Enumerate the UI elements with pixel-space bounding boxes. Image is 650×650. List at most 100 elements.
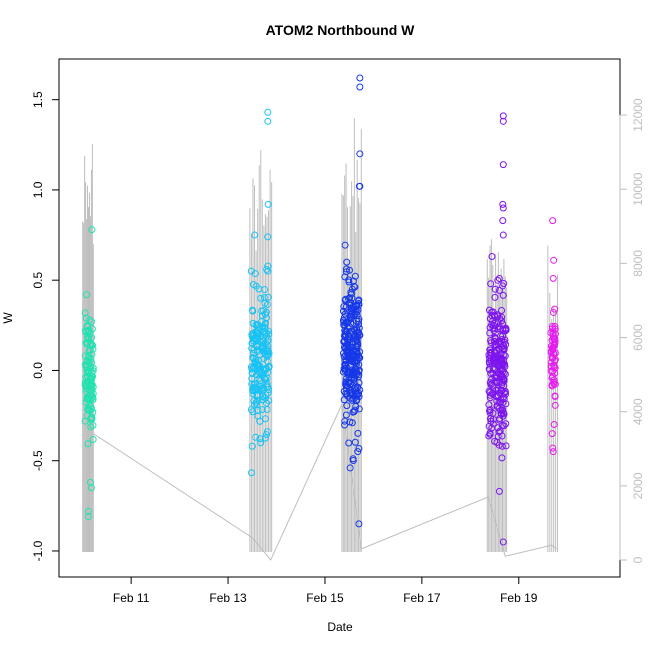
data-point <box>82 373 90 381</box>
x-tick-label: Feb 15 <box>306 591 344 605</box>
data-point <box>258 312 266 320</box>
data-point <box>81 352 89 360</box>
data-point <box>88 226 96 234</box>
data-point <box>494 276 502 284</box>
data-point <box>351 283 359 291</box>
data-point <box>84 335 92 343</box>
data-point <box>89 345 97 353</box>
data-point <box>261 299 269 307</box>
data-point <box>249 335 257 343</box>
data-point <box>354 306 362 314</box>
data-point <box>499 291 507 299</box>
data-point <box>348 290 356 298</box>
data-point <box>248 374 256 382</box>
data-point <box>499 112 507 120</box>
data-point <box>485 306 493 314</box>
data-point <box>549 444 557 452</box>
data-point <box>492 371 500 379</box>
data-point <box>346 301 354 309</box>
right-tick-label: 6000 <box>631 324 645 351</box>
data-point <box>262 339 270 347</box>
data-point <box>250 349 258 357</box>
data-point <box>355 354 363 362</box>
data-point <box>254 412 262 420</box>
data-point <box>547 329 555 337</box>
data-point <box>248 339 256 347</box>
data-point <box>342 328 350 336</box>
data-point <box>550 341 558 349</box>
data-point <box>498 307 506 315</box>
data-point <box>87 484 95 492</box>
data-point <box>250 397 258 405</box>
data-point <box>486 408 494 416</box>
data-point <box>500 377 508 385</box>
data-point <box>498 360 506 368</box>
data-point <box>252 433 260 441</box>
data-point <box>257 439 265 447</box>
y-tick-label: -0.5 <box>31 450 45 471</box>
data-point <box>502 400 510 408</box>
data-point <box>83 322 91 330</box>
data-point <box>249 408 257 416</box>
data-point <box>83 291 91 299</box>
data-point <box>254 361 262 369</box>
data-point <box>353 395 361 403</box>
data-point <box>549 217 557 225</box>
data-point <box>491 293 499 301</box>
chart-title: ATOM2 Northbound W <box>266 22 416 38</box>
data-point <box>83 340 91 348</box>
data-point <box>499 412 507 420</box>
data-point <box>351 375 359 383</box>
data-point <box>256 369 264 377</box>
data-point <box>551 325 559 333</box>
data-point <box>262 431 270 439</box>
series-1 <box>81 226 97 521</box>
data-point <box>355 297 363 305</box>
data-point <box>249 307 257 315</box>
data-point <box>87 355 95 363</box>
data-point <box>551 305 559 313</box>
data-point <box>263 265 271 273</box>
data-point <box>493 438 501 446</box>
data-point <box>264 262 272 270</box>
data-point <box>345 266 353 274</box>
data-point <box>348 396 356 404</box>
y-tick-label: 1.5 <box>31 91 45 108</box>
data-point <box>490 311 498 319</box>
data-point <box>258 307 266 315</box>
y-tick-label: 0.5 <box>31 272 45 289</box>
data-point <box>349 341 357 349</box>
data-point <box>349 455 357 463</box>
data-point <box>347 312 355 320</box>
data-point <box>342 375 350 383</box>
data-point <box>498 454 506 462</box>
data-point <box>350 357 358 365</box>
data-point <box>356 83 364 91</box>
data-point <box>88 341 96 349</box>
data-point <box>356 182 364 190</box>
data-point <box>87 342 95 350</box>
data-point <box>350 367 358 375</box>
data-point <box>342 265 350 273</box>
data-point <box>495 275 503 283</box>
data-point <box>254 326 262 334</box>
data-point <box>487 280 495 288</box>
y-tick-label: 1.0 <box>31 181 45 198</box>
data-point <box>81 309 89 317</box>
data-point <box>82 328 90 336</box>
data-point <box>342 411 350 419</box>
data-point <box>343 258 351 266</box>
data-point <box>502 390 510 398</box>
secondary-y-axis: 0 2000 4000 6000 8000 10000 12000 <box>619 98 645 563</box>
data-point <box>340 303 348 311</box>
data-point <box>248 344 256 352</box>
data-point <box>485 401 493 409</box>
data-point <box>84 406 92 414</box>
data-point <box>346 323 354 331</box>
data-point <box>87 380 95 388</box>
data-point <box>85 507 93 515</box>
data-point <box>487 417 495 425</box>
data-point <box>498 421 506 429</box>
x-tick-label: Feb 17 <box>403 591 441 605</box>
data-point <box>264 351 272 359</box>
